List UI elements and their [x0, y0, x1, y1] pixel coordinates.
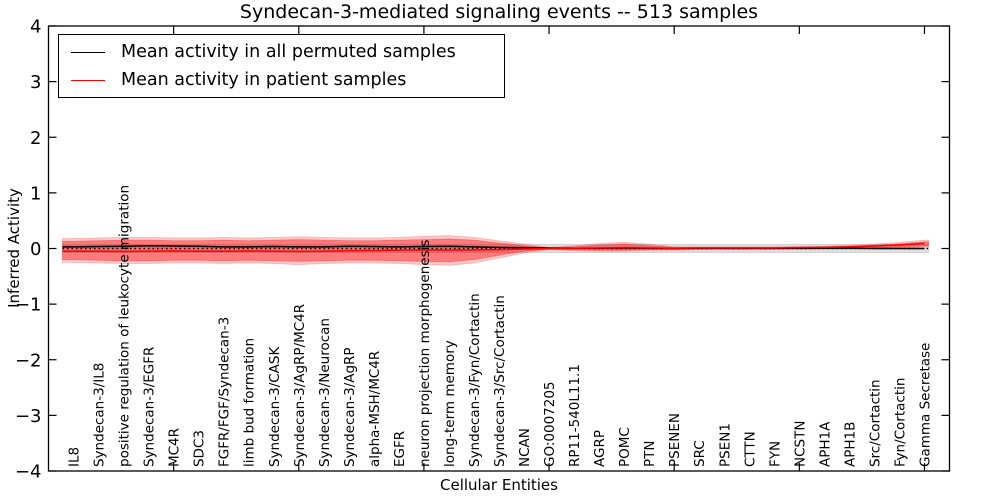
y-tick-label: 1 — [30, 183, 41, 204]
legend-entry-permuted: Mean activity in all permuted samples — [59, 39, 504, 65]
y-tick-label: 4 — [30, 17, 41, 38]
x-category-label: CTTN — [742, 431, 758, 467]
x-category-label: SRC — [692, 440, 708, 467]
y-tick-label: 3 — [30, 72, 41, 93]
x-category-label: FGFR/FGF/Syndecan-3 — [217, 317, 233, 467]
legend-line-patient-icon — [71, 79, 105, 81]
x-category-label: long-term memory — [442, 340, 458, 467]
x-category-label: Fyn/Cortactin — [892, 378, 908, 467]
x-category-label: MC4R — [167, 428, 183, 467]
y-tick-label: 2 — [30, 128, 41, 149]
y-tick-label: 0 — [30, 239, 41, 260]
y-tick-label: −1 — [15, 295, 42, 316]
x-category-label: Syndecan-3/AgRP — [342, 347, 358, 467]
patient-band-outer — [62, 235, 929, 266]
x-axis-label: Cellular Entities — [440, 476, 558, 494]
x-category-label: Syndecan-3/EGFR — [142, 347, 158, 467]
x-category-label: APH1B — [842, 422, 858, 467]
x-category-label: Src/Cortactin — [867, 379, 883, 467]
y-tick-label: −4 — [15, 462, 42, 483]
x-category-label: PSENEN — [667, 413, 683, 467]
x-category-label: Gamma Secretase — [917, 343, 933, 467]
x-category-label: PSEN1 — [717, 423, 733, 467]
x-category-label: AGRP — [592, 430, 608, 467]
x-category-label: Syndecan-3/AgRP/MC4R — [292, 304, 308, 467]
x-category-label: neuron projection morphogenesis — [417, 240, 433, 467]
legend-line-permuted-icon — [71, 51, 105, 53]
x-category-label: RP11-540L11.1 — [567, 364, 583, 467]
x-category-label: limb bud formation — [242, 338, 258, 467]
legend-label-permuted: Mean activity in all permuted samples — [121, 42, 456, 62]
x-category-label: positive regulation of leukocyte migrati… — [117, 185, 133, 467]
y-axis-label: Inferred Activity — [5, 188, 23, 308]
y-tick-label: −3 — [15, 406, 42, 427]
x-category-label: Syndecan-3/Src/Cortactin — [492, 295, 508, 467]
chart-title: Syndecan-3-mediated signaling events -- … — [239, 1, 759, 23]
x-category-label: PTN — [642, 441, 658, 468]
x-category-label: EGFR — [392, 431, 408, 467]
patient-band-inner — [62, 238, 929, 263]
x-category-label: GO:0007205 — [542, 381, 558, 467]
x-category-label: IL8 — [67, 447, 83, 467]
x-category-label: Syndecan-3/Fyn/Cortactin — [467, 293, 483, 467]
x-category-label: FYN — [767, 441, 783, 467]
legend-box: Mean activity in all permuted samples Me… — [58, 34, 505, 98]
x-category-label: NCSTN — [792, 421, 808, 467]
x-category-label: Syndecan-3/IL8 — [92, 363, 108, 467]
y-tick-label: −2 — [15, 350, 42, 371]
x-category-label: NCAN — [517, 428, 533, 467]
legend-label-patient: Mean activity in patient samples — [121, 70, 407, 90]
x-category-label: SDC3 — [192, 430, 208, 467]
legend-entry-patient: Mean activity in patient samples — [59, 67, 504, 93]
x-category-label: alpha-MSH/MC4R — [367, 351, 383, 467]
x-category-label: POMC — [617, 427, 633, 467]
patient-mean-line — [62, 242, 925, 253]
x-category-label: APH1A — [817, 421, 833, 467]
x-category-label: Syndecan-3/Neurocan — [317, 318, 333, 467]
x-category-label: Syndecan-3/CASK — [267, 346, 283, 467]
